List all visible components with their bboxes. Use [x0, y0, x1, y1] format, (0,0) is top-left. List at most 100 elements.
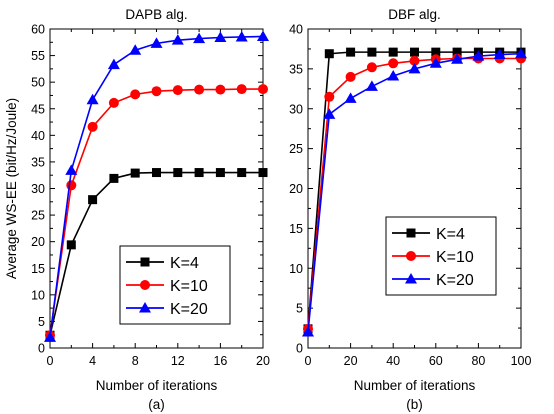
legend-label: K=20 — [436, 272, 474, 289]
series-k-10 — [45, 84, 268, 341]
chart-a: DAPB alg. 0 4 8 12 16 20 0 5 10 15 20 25 30 35 40 45 50 55… — [4, 7, 270, 412]
data-point — [346, 47, 356, 57]
y-tick-label: 60 — [31, 23, 45, 37]
legend-marker — [405, 273, 417, 284]
y-tick-label: 45 — [31, 102, 45, 116]
y-tick-label: 0 — [38, 342, 45, 356]
data-point — [215, 168, 225, 178]
chart-caption: (a) — [148, 397, 165, 412]
data-point — [452, 47, 462, 57]
data-point — [66, 240, 76, 250]
chart-caption: (b) — [406, 397, 423, 412]
legend-item: K=10 — [392, 249, 474, 266]
y-axis-label: Average WS-EE (bit/Hz/Joule) — [4, 98, 19, 279]
legend: K=4 K=10 K=20 — [385, 216, 497, 296]
x-tick-label: 40 — [386, 354, 400, 368]
data-point — [107, 58, 120, 70]
y-tick-label: 35 — [31, 155, 45, 169]
data-point — [365, 80, 378, 91]
x-tick-label: 20 — [344, 354, 358, 368]
y-tick-label: 0 — [296, 342, 303, 356]
x-tick-label: 8 — [132, 354, 139, 368]
y-tick-label: 10 — [31, 288, 45, 302]
chart-b: DBF alg. 0 20 40 60 80 100 0 5 10 15 20 25 30 35 40 Numb… — [289, 7, 531, 412]
data-point — [130, 89, 141, 100]
x-axis-label: Number of iterations — [96, 378, 218, 393]
plot-frame — [307, 28, 522, 349]
legend-label: K=4 — [170, 255, 199, 272]
data-point — [44, 331, 56, 342]
legend-item: K=20 — [126, 301, 208, 318]
data-point — [429, 57, 442, 68]
series-k-20 — [302, 47, 527, 337]
data-point — [66, 180, 77, 191]
data-point — [109, 173, 119, 183]
legend-item: K=4 — [126, 255, 199, 272]
data-point — [431, 47, 441, 57]
x-tick-label: 60 — [429, 354, 443, 368]
y-tick-label: 30 — [31, 182, 45, 196]
data-point — [258, 84, 268, 95]
legend-item: K=4 — [392, 226, 465, 243]
legend-label: K=4 — [436, 226, 465, 243]
y-tick-label: 20 — [31, 235, 45, 249]
y-tick-label: 15 — [31, 262, 45, 276]
data-point — [171, 34, 184, 45]
y-tick-label: 20 — [289, 182, 303, 196]
legend: K=4 K=10 K=20 — [119, 245, 231, 325]
legend-marker — [406, 228, 416, 238]
legend-marker — [140, 257, 150, 267]
data-point — [515, 47, 527, 59]
x-tick-label: 80 — [471, 354, 485, 368]
data-point — [388, 58, 399, 69]
data-point — [150, 37, 163, 48]
legend-marker — [406, 251, 416, 261]
data-point — [387, 70, 400, 81]
data-point — [410, 47, 419, 57]
y-tick-label: 35 — [289, 62, 303, 76]
data-point — [194, 168, 204, 178]
data-point — [108, 97, 119, 108]
data-point — [388, 47, 398, 57]
data-point — [151, 86, 162, 97]
data-point — [86, 93, 99, 105]
y-tick-label: 25 — [289, 142, 303, 156]
y-tick-label: 15 — [289, 222, 303, 236]
legend-label: K=20 — [170, 301, 208, 318]
data-point — [173, 168, 183, 178]
data-point — [194, 84, 205, 95]
y-tick-label: 40 — [289, 23, 303, 37]
data-point — [493, 48, 506, 60]
data-point — [302, 326, 314, 337]
legend-item: K=10 — [126, 278, 208, 295]
x-tick-label: 0 — [47, 354, 54, 368]
data-point — [193, 32, 206, 44]
legend-item: K=20 — [392, 272, 474, 289]
y-tick-label: 55 — [31, 49, 45, 63]
y-tick-label: 10 — [289, 262, 303, 276]
data-point — [344, 92, 357, 103]
data-point — [258, 168, 268, 178]
data-point — [214, 31, 227, 43]
x-tick-label: 16 — [213, 354, 227, 368]
x-axis-label: Number of iterations — [354, 378, 476, 393]
data-point — [215, 84, 226, 95]
y-tick-label: 5 — [38, 315, 45, 329]
legend-label: K=10 — [170, 278, 208, 295]
chart-title: DAPB alg. — [125, 7, 187, 22]
data-point — [87, 121, 98, 132]
data-point — [237, 168, 247, 178]
data-point — [323, 108, 336, 119]
x-tick-label: 0 — [305, 354, 312, 368]
series-k-20 — [44, 30, 269, 342]
data-point — [152, 168, 161, 178]
data-point — [324, 49, 334, 59]
data-point — [324, 91, 335, 102]
data-point — [345, 71, 356, 82]
x-tick-label: 4 — [89, 354, 96, 368]
legend-label: K=10 — [436, 249, 474, 266]
legend-marker — [139, 302, 151, 313]
data-point — [88, 195, 98, 205]
y-tick-label: 30 — [289, 102, 303, 116]
